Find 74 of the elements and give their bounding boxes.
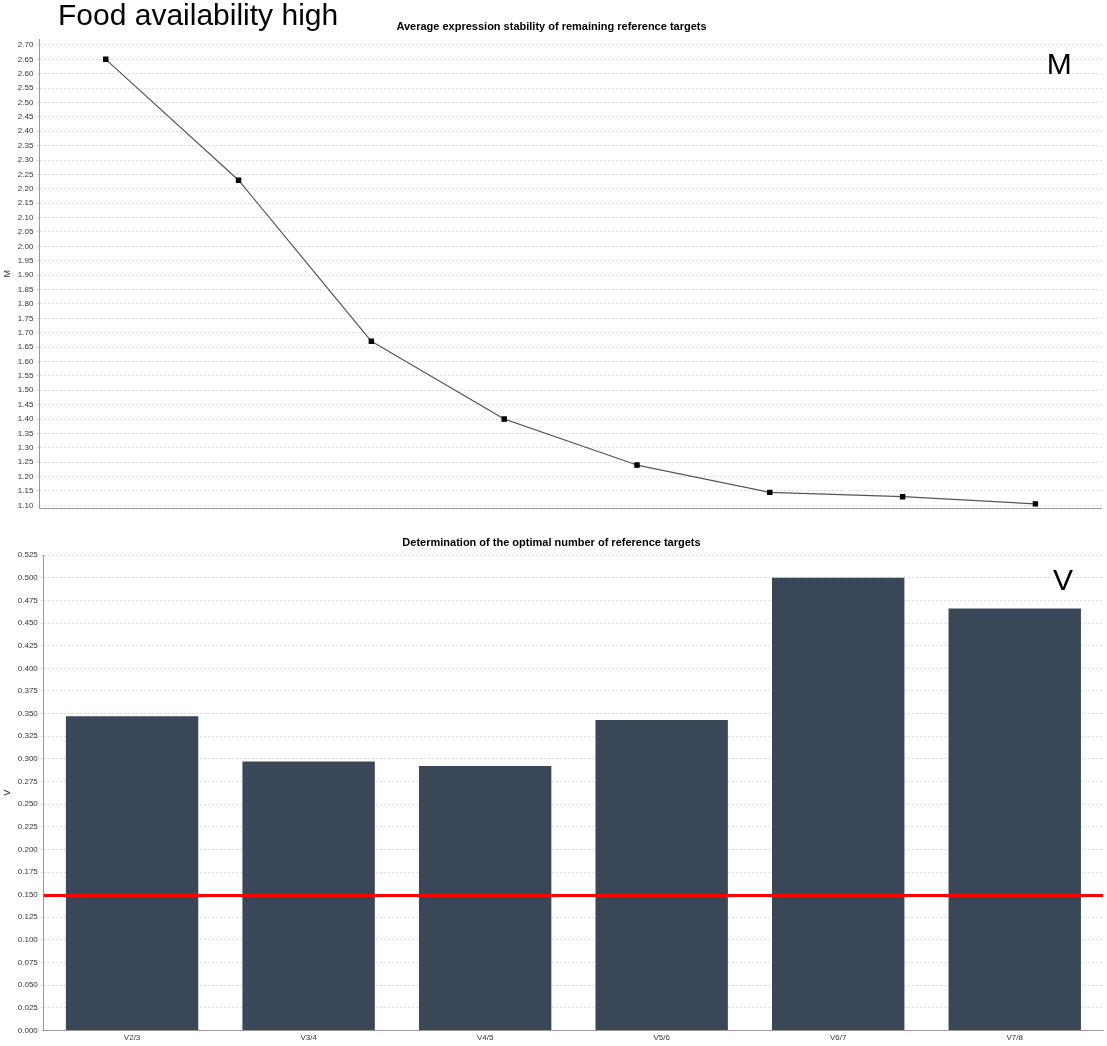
y-tick-label: 2.35 <box>17 140 34 150</box>
y-tick-label: 1.65 <box>17 342 34 352</box>
y-tick-label: 2.10 <box>17 212 34 222</box>
y-tick-label: 0.075 <box>17 957 39 967</box>
y-tick-label: 0.475 <box>17 595 39 605</box>
y-tick-label: 0.525 <box>17 550 39 560</box>
y-tick-label: 0.350 <box>17 708 39 718</box>
bar <box>595 719 728 1030</box>
bar <box>418 766 552 1030</box>
y-tick-label: 2.45 <box>17 112 34 122</box>
y-tick-label: 2.20 <box>17 184 34 194</box>
bar <box>772 577 905 1030</box>
bar <box>948 608 1081 1030</box>
y-tick-label: 1.40 <box>17 414 34 424</box>
y-tick-label: 0.175 <box>17 867 39 877</box>
y-tick-label: 2.00 <box>17 241 34 251</box>
y-tick-label: 2.40 <box>17 126 34 136</box>
y-tick-label: 0.375 <box>17 686 39 696</box>
x-tick-label: V2/3 <box>123 1033 141 1043</box>
y-tick-label: 0.050 <box>17 980 39 990</box>
y-tick-label: 0.000 <box>17 1025 39 1035</box>
y-tick-label: 2.55 <box>17 83 34 93</box>
y-tick-label: 2.30 <box>17 155 34 165</box>
y-tick-label: 0.100 <box>17 935 39 945</box>
y-tick-label: 1.70 <box>17 327 34 337</box>
bar <box>242 761 375 1030</box>
y-tick-label: 1.90 <box>17 270 34 280</box>
y-tick-label: 1.25 <box>17 457 34 467</box>
y-tick-label: 0.300 <box>17 754 39 764</box>
y-tick-label: 2.70 <box>17 40 34 50</box>
y-tick-label: 0.125 <box>17 912 39 922</box>
annotation: V <box>1052 563 1073 597</box>
y-tick-label: 1.10 <box>17 500 34 510</box>
y-tick-label: 1.45 <box>17 399 34 409</box>
y-tick-label: 2.50 <box>17 97 34 107</box>
y-tick-label: 0.400 <box>17 663 39 673</box>
y-tick-label: 0.025 <box>17 1002 39 1012</box>
bar <box>65 716 199 1030</box>
y-tick-label: 0.150 <box>17 889 39 899</box>
y-tick-label: 0.225 <box>17 821 39 831</box>
y-tick-label: 0.275 <box>17 776 39 786</box>
y-tick-label: 0.425 <box>17 640 39 650</box>
y-tick-label: 0.200 <box>17 844 39 854</box>
y-tick-label: 1.55 <box>17 371 34 381</box>
y-tick-label: 1.20 <box>17 471 34 481</box>
y-axis-title: M <box>1 269 12 278</box>
y-tick-label: 0.500 <box>17 573 39 583</box>
y-tick-label: 0.450 <box>17 618 39 628</box>
y-tick-label: 2.25 <box>17 169 34 179</box>
x-tick-label: V7/8 <box>1006 1033 1024 1043</box>
y-tick-label: 1.35 <box>17 428 34 438</box>
y-tick-label: 1.50 <box>17 385 34 395</box>
y-tick-label: 2.65 <box>17 54 34 64</box>
y-tick-label: 1.30 <box>17 442 34 452</box>
text: Food availability high <box>58 0 339 32</box>
y-axis-title: V <box>1 789 12 796</box>
y-tick-label: 1.15 <box>17 486 34 496</box>
x-tick-label: V6/7 <box>829 1033 847 1043</box>
chart-title: Determination of the optimal number of reference targets <box>402 535 701 548</box>
x-tick-label: V3/4 <box>300 1033 318 1043</box>
y-tick-label: 2.60 <box>17 68 34 78</box>
chart-title: Average expression stability of remaining reference targets <box>396 19 707 32</box>
y-tick-label: 1.80 <box>17 299 34 309</box>
y-tick-label: 1.60 <box>17 356 34 366</box>
y-tick-label: 1.95 <box>17 255 34 265</box>
y-tick-label: 1.75 <box>17 313 34 323</box>
y-tick-label: 2.15 <box>17 198 34 208</box>
y-tick-label: 1.85 <box>17 284 34 294</box>
x-tick-label: V4/5 <box>476 1033 494 1043</box>
y-tick-label: 0.250 <box>17 799 39 809</box>
x-tick-label: V5/6 <box>653 1033 671 1043</box>
annotation: M <box>1046 47 1072 81</box>
y-tick-label: 2.05 <box>17 227 34 237</box>
y-tick-label: 0.325 <box>17 731 39 741</box>
